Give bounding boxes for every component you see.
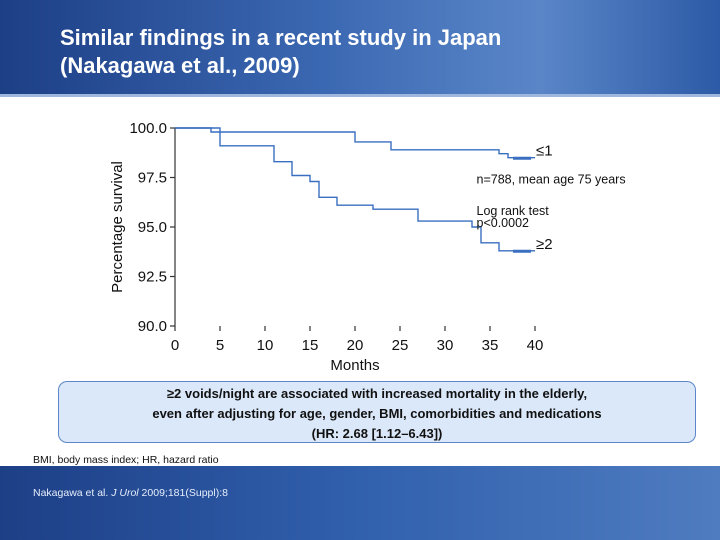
x-tick-label: 30 (437, 337, 454, 354)
y-tick-label: 100.0 (129, 120, 167, 137)
x-tick-label: 40 (527, 337, 544, 354)
footnote: BMI, body mass index; HR, hazard ratio (33, 454, 219, 466)
y-axis-title: Percentage survival (109, 161, 126, 293)
y-tick-label: 90.0 (138, 318, 167, 335)
survival-chart: 90.0 92.5 95.0 97.5 100.0 0 5 10 15 20 25 30 35 40 Mon… (109, 120, 626, 374)
x-tick-label: 10 (257, 337, 274, 354)
chart-labels: 90.0 92.5 95.0 97.5 100.0 0 5 10 15 20 25 30 35 40 Mon… (109, 120, 626, 374)
test-annotation: Log rank test (477, 204, 550, 218)
slide-footer (0, 466, 720, 540)
series-label: ≤1 (536, 143, 553, 160)
citation: Nakagawa et al. J Urol 2009;181(Suppl):8 (33, 487, 228, 499)
sample-annotation: n=788, mean age 75 years (477, 172, 626, 186)
x-tick-label: 0 (171, 337, 179, 354)
header-divider (0, 94, 720, 97)
slide-title: Similar findings in a recent study in Ja… (60, 25, 502, 78)
slide-header (0, 0, 720, 96)
p-value-annotation: p<0.0002 (477, 216, 530, 230)
y-tick-label: 95.0 (138, 219, 167, 236)
journal-name: J Urol (111, 487, 139, 499)
y-tick-label: 92.5 (138, 269, 167, 286)
x-axis-title: Months (330, 357, 379, 374)
callout-line: even after adjusting for age, gender, BM… (152, 406, 602, 421)
conclusion-callout: ≥2 voids/night are associated with incre… (58, 381, 696, 443)
x-tick-label: 35 (482, 337, 499, 354)
callout-line: (HR: 2.68 [1.12–6.43]) (311, 426, 443, 441)
x-tick-label: 20 (347, 337, 364, 354)
callout-line: ≥2 voids/night are associated with incre… (166, 386, 588, 401)
x-tick-label: 15 (302, 337, 319, 354)
series-label: ≥2 (536, 236, 553, 253)
chart-axes (170, 127, 536, 331)
y-tick-label: 97.5 (138, 170, 167, 187)
x-tick-label: 5 (216, 337, 224, 354)
survival-curve-le1 (175, 127, 535, 159)
survival-curve-ge2 (175, 127, 535, 252)
chart-curves (175, 127, 535, 253)
x-tick-label: 25 (392, 337, 409, 354)
